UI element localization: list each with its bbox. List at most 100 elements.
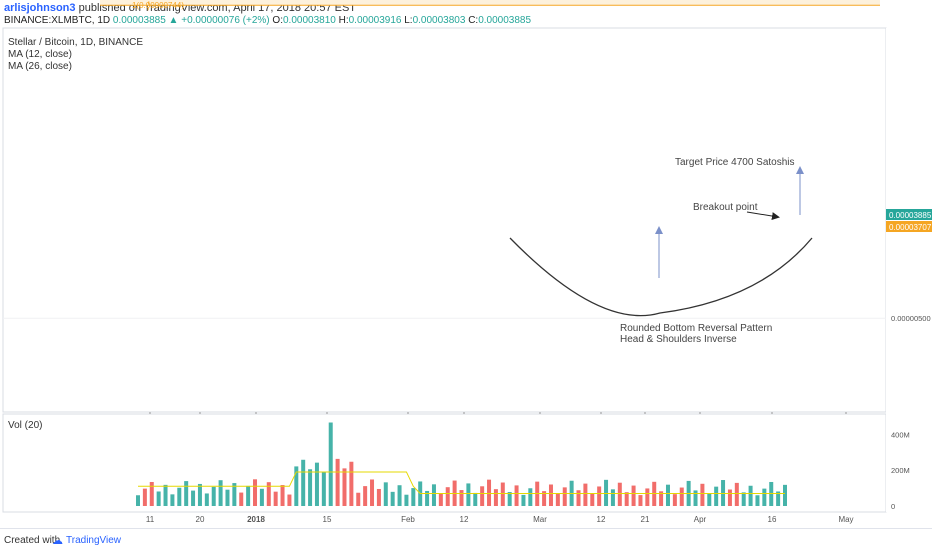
- volume-bar: [645, 488, 650, 506]
- volume-bar: [438, 493, 443, 506]
- volume-ma-line: [138, 471, 785, 494]
- time-tick-label: May: [838, 515, 853, 524]
- volume-bar: [617, 482, 622, 506]
- volume-bar: [679, 487, 684, 506]
- close-value: 0.00003885: [478, 15, 532, 26]
- target-annotation: Target Price 4700 Satoshis: [675, 157, 795, 168]
- volume-bar: [734, 482, 739, 506]
- time-tick-label: 21: [641, 515, 650, 524]
- volume-bar: [583, 483, 588, 506]
- volume-bar: [610, 489, 615, 506]
- low-value: 0.00003803: [412, 15, 466, 26]
- high-value: 0.00003916: [348, 15, 402, 26]
- up-arrow-icon: ▲: [168, 15, 179, 26]
- volume-bar: [748, 485, 753, 506]
- breakout-annotation: Breakout point: [693, 202, 758, 213]
- symbol-label: BINANCE:XLMBTC, 1D: [4, 15, 111, 26]
- last-price: 0.00003885: [112, 15, 166, 26]
- volume-bar: [707, 493, 712, 506]
- tradingview-link[interactable]: TradingView: [66, 535, 122, 546]
- volume-bar: [383, 482, 388, 506]
- time-tick-label: 20: [196, 515, 205, 524]
- volume-bar: [397, 485, 402, 506]
- time-tick-label: 2018: [247, 515, 265, 524]
- volume-bar: [301, 459, 306, 506]
- volume-bar: [294, 466, 299, 506]
- volume-bars: [136, 422, 787, 506]
- high-label: H:: [338, 15, 349, 26]
- volume-bar: [521, 494, 526, 506]
- volume-bar: [542, 491, 547, 506]
- volume-bar: [624, 492, 629, 506]
- volume-bar: [280, 485, 285, 506]
- volume-bar: [273, 491, 278, 506]
- volume-bar: [287, 494, 292, 506]
- volume-bar: [500, 482, 505, 506]
- volume-bar: [473, 492, 478, 506]
- volume-bar: [631, 485, 636, 506]
- volume-bar: [672, 494, 677, 506]
- time-tick-label: 11: [146, 515, 155, 524]
- volume-bar: [445, 487, 450, 506]
- pattern-annotation-1: Rounded Bottom Reversal Pattern: [620, 323, 772, 334]
- created-with-text: Created with: [4, 535, 61, 546]
- volume-bar: [727, 489, 732, 506]
- volume-bar: [665, 484, 670, 506]
- volume-bar: [769, 481, 774, 506]
- volume-bar: [659, 491, 664, 506]
- grid: [3, 317, 886, 319]
- volume-bar: [548, 484, 553, 506]
- volume-bar: [218, 480, 223, 506]
- volume-bar: [335, 458, 340, 506]
- volume-tick-label: 400M: [891, 430, 910, 439]
- legend-ma-fast: MA (12, close): [8, 49, 72, 60]
- volume-bar: [376, 488, 381, 506]
- price-axis-labels: 0.000070000.000065000.000060000.00005500…: [891, 314, 931, 511]
- time-axis: 11 20 2018 15 Feb 12 Mar 12 21 Apr 16 May: [146, 412, 854, 524]
- volume-bar: [755, 495, 760, 506]
- author-link[interactable]: arlisjohnson3: [4, 2, 76, 14]
- time-tick-label: 12: [597, 515, 606, 524]
- time-tick-label: Feb: [401, 515, 415, 524]
- price-chart[interactable]: 0(0.00006784)0.236(0.00005359)0.382(0.00…: [0, 0, 932, 528]
- volume-bar: [308, 469, 313, 506]
- rounded-bottom-arc: [509, 237, 813, 317]
- volume-bar: [466, 483, 471, 506]
- volume-bar: [191, 490, 196, 506]
- volume-bar: [163, 484, 168, 506]
- volume-bar: [431, 484, 436, 506]
- volume-bar: [197, 483, 202, 506]
- volume-bar: [328, 422, 333, 506]
- volume-bar: [604, 479, 609, 506]
- volume-bar: [776, 491, 781, 506]
- volume-bar: [177, 487, 182, 506]
- volume-bar: [321, 472, 326, 506]
- volume-bar: [136, 495, 140, 506]
- volume-bar: [507, 492, 512, 506]
- price-tick-label: 0.00000500: [891, 314, 931, 323]
- legend-volume: Vol (20): [8, 420, 42, 431]
- volume-bar: [480, 486, 485, 506]
- volume-bar: [259, 488, 264, 506]
- volume-bar: [342, 468, 347, 506]
- volume-bar: [528, 488, 533, 506]
- fib-level-label: 1(0.00000744): [132, 1, 184, 10]
- volume-bar: [246, 485, 251, 506]
- volume-pane: [2, 413, 887, 513]
- volume-tick-label: 200M: [891, 466, 910, 475]
- time-tick-label: Apr: [694, 515, 707, 524]
- volume-bar: [714, 486, 719, 506]
- volume-bar: [700, 483, 705, 506]
- volume-bar: [349, 461, 354, 506]
- price-axis: [886, 28, 932, 512]
- volume-bar: [404, 494, 409, 506]
- volume-bar: [590, 493, 595, 506]
- volume-bar: [493, 489, 498, 506]
- volume-bar: [741, 492, 746, 506]
- volume-bar: [390, 491, 395, 506]
- symbol-ohlc-header: BINANCE:XLMBTC, 1D 0.00003885 ▲ +0.00000…: [4, 15, 531, 26]
- volume-bar: [370, 479, 375, 506]
- volume-bar: [555, 493, 560, 506]
- volume-bar: [693, 490, 698, 506]
- time-tick-label: 16: [768, 515, 777, 524]
